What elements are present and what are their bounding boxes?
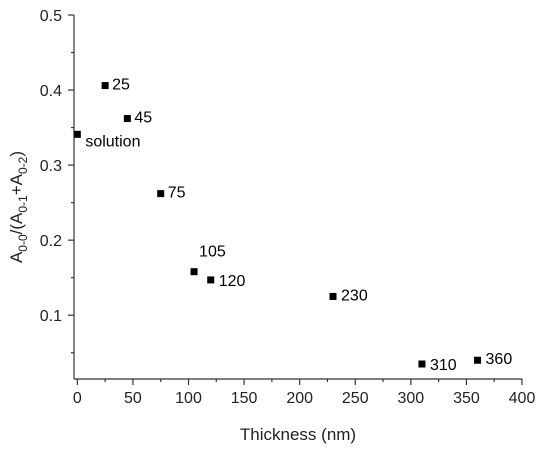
y-axis-label: A0-0/(A0-1+A0-2) (7, 151, 30, 263)
point-label: 360 (486, 351, 513, 368)
y-label-subscript: 0-2 (16, 156, 30, 174)
x-tick-label: 100 (175, 390, 202, 407)
data-points (73, 82, 482, 368)
y-tick-label: 0.2 (40, 233, 62, 250)
point-label: 230 (341, 287, 368, 304)
point-label: 25 (112, 77, 130, 94)
y-label-part: ) (7, 151, 26, 157)
y-tick-label: 0.3 (40, 158, 62, 175)
x-tick-label: 150 (231, 390, 258, 407)
y-label-part: /(A (7, 212, 26, 234)
point-label: 75 (168, 185, 186, 202)
point-label: 310 (430, 357, 457, 374)
data-point (474, 356, 482, 364)
x-tick-label: 350 (453, 390, 480, 407)
x-tick-label: 300 (397, 390, 424, 407)
x-tick-label: 200 (286, 390, 313, 407)
data-point (329, 292, 337, 300)
y-label-subscript: 0-1 (16, 195, 30, 213)
point-label: 105 (199, 244, 226, 261)
x-tick-label: 400 (509, 390, 536, 407)
data-point (190, 268, 198, 276)
point-label: 45 (134, 110, 152, 127)
y-tick-label: 0.1 (40, 308, 62, 325)
data-point (123, 115, 131, 123)
data-point (418, 360, 426, 368)
x-axis-label: Thickness (nm) (240, 425, 356, 444)
point-label: solution (85, 133, 140, 150)
data-point (207, 276, 215, 284)
data-point (73, 130, 81, 138)
x-tick-label: 0 (73, 390, 82, 407)
y-label-part: A (7, 251, 26, 263)
axes: 0 50 100 150 200 250 300 350 400 0.1 0.2 0.3 0.4 0.5 (40, 8, 536, 407)
x-tick-label: 250 (342, 390, 369, 407)
x-tick-label: 50 (124, 390, 142, 407)
point-label: 120 (219, 273, 246, 290)
y-label-subscript: 0-0 (16, 234, 30, 252)
y-label-part: +A (7, 173, 26, 195)
data-point (101, 82, 109, 90)
y-tick-label: 0.5 (40, 8, 62, 25)
y-tick-label: 0.4 (40, 83, 62, 100)
data-point (157, 190, 165, 198)
